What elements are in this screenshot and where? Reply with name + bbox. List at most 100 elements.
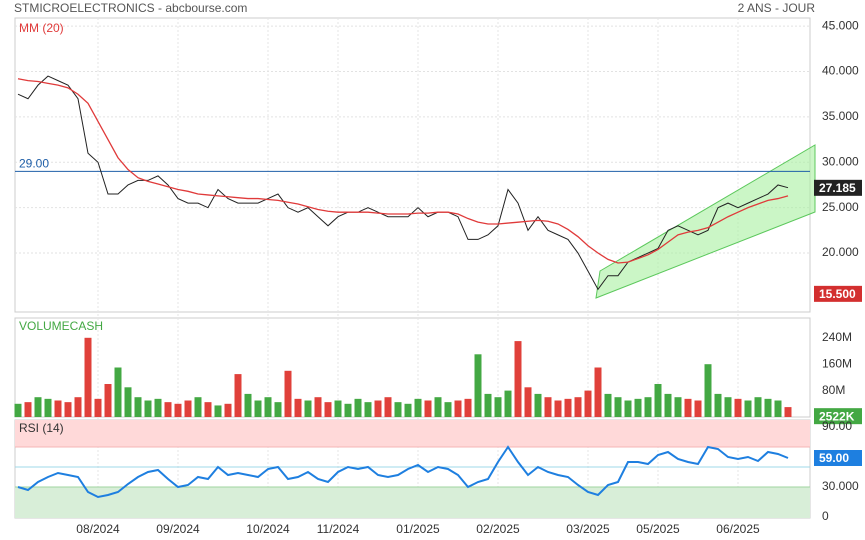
volume-bar	[624, 400, 632, 417]
volume-bar	[64, 402, 72, 417]
volume-bar	[494, 397, 502, 417]
volume-bar	[524, 387, 532, 417]
volume-bar	[444, 402, 452, 417]
volume-bar	[434, 397, 442, 417]
x-tick-label: 05/2025	[636, 522, 680, 536]
volume-bar	[454, 400, 462, 417]
volume-bar	[734, 398, 742, 417]
volume-bar	[274, 402, 282, 417]
volume-bar	[344, 403, 352, 417]
value-tag-label: 2522K	[819, 409, 855, 423]
volume-bar	[474, 354, 482, 417]
legend-ma: MM (20)	[19, 21, 64, 35]
overbought-band	[15, 420, 810, 447]
value-tag-label: 15.500	[819, 287, 856, 301]
volume-bar	[534, 393, 542, 417]
volume-bar	[164, 402, 172, 417]
trend-channel	[595, 144, 816, 299]
x-tick-label: 06/2025	[716, 522, 760, 536]
value-tag-label: 59.00	[819, 451, 849, 465]
volume-bar	[424, 400, 432, 417]
volume-bar	[174, 403, 182, 417]
volume-bar	[374, 400, 382, 417]
y-tick-label: 20.000	[822, 245, 859, 259]
volume-bar	[284, 370, 292, 417]
volume-bar	[714, 393, 722, 417]
volume-bar	[44, 398, 52, 417]
volume-bar	[384, 397, 392, 417]
volume-bar	[774, 400, 782, 417]
volume-bar	[784, 407, 792, 417]
volume-bar	[554, 400, 562, 417]
volume-bar	[614, 397, 622, 417]
volume-bar	[84, 337, 92, 417]
y-tick-label: 30.000	[822, 479, 859, 493]
volume-bar	[54, 400, 62, 417]
volume-bar	[14, 403, 22, 417]
volume-bar	[744, 400, 752, 417]
volume-bar	[94, 398, 102, 417]
volume-bar	[334, 400, 342, 417]
volume-bar	[134, 397, 142, 417]
volume-bar	[154, 398, 162, 417]
volume-bar	[214, 405, 222, 417]
volume-bar	[194, 397, 202, 417]
y-tick-label: 30.000	[822, 154, 859, 168]
panel-title: RSI (14)	[19, 421, 64, 435]
y-tick-label: 160M	[822, 356, 852, 370]
volume-panel	[14, 317, 811, 418]
volume-bar	[564, 398, 572, 417]
volume-title: VOLUMECASH	[19, 319, 103, 333]
volume-bar	[294, 398, 302, 417]
value-tag	[814, 408, 862, 425]
y-tick-label: 35.000	[822, 109, 859, 123]
y-tick-label: 80M	[822, 383, 845, 397]
value-tag	[814, 179, 862, 196]
volume-bar	[354, 398, 362, 417]
line	[17, 445, 789, 499]
chart-title: STMICROELECTRONICS - abcbourse.com	[14, 1, 247, 15]
volume-bar	[704, 364, 712, 417]
volume-bar	[144, 400, 152, 417]
volume-bar	[674, 397, 682, 417]
volume-bar	[724, 397, 732, 417]
volume-bar	[514, 341, 522, 417]
volume-bar	[184, 400, 192, 417]
volume-bar	[464, 398, 472, 417]
volume-bar	[594, 367, 602, 417]
volume-bar	[694, 400, 702, 417]
volume-bar	[684, 398, 692, 417]
volume-bar	[544, 397, 552, 417]
volume-bar	[604, 393, 612, 417]
y-tick-label: 240M	[822, 330, 852, 344]
y-tick-label: 0	[822, 509, 829, 523]
volume-bar	[574, 397, 582, 417]
x-tick-label: 01/2025	[396, 522, 440, 536]
volume-bar	[764, 398, 772, 417]
oversold-band	[15, 487, 810, 518]
volume-bar	[504, 390, 512, 417]
x-tick-label: 09/2024	[156, 522, 200, 536]
y-tick-label: 90.00	[822, 419, 852, 433]
volume-bar	[104, 384, 112, 417]
x-tick-label: 10/2024	[246, 522, 290, 536]
volume-bar	[754, 397, 762, 417]
volume-bar	[224, 403, 232, 417]
volume-bar	[34, 397, 42, 417]
y-tick-label: 25.000	[822, 200, 859, 214]
volume-bar	[644, 397, 652, 417]
volume-bar	[124, 387, 132, 417]
x-tick-label: 02/2025	[476, 522, 520, 536]
volume-bar	[254, 400, 262, 417]
volume-bar	[664, 393, 672, 417]
volume-bar	[244, 393, 252, 417]
y-tick-label: 45.000	[822, 18, 859, 32]
period: 2 ANS - JOUR	[738, 1, 816, 15]
value-tag	[814, 450, 862, 466]
volume-bar	[484, 393, 492, 417]
volume-bar	[404, 403, 412, 417]
volume-bar	[324, 402, 332, 417]
volume-bar	[304, 400, 312, 417]
value-tag	[814, 285, 862, 302]
